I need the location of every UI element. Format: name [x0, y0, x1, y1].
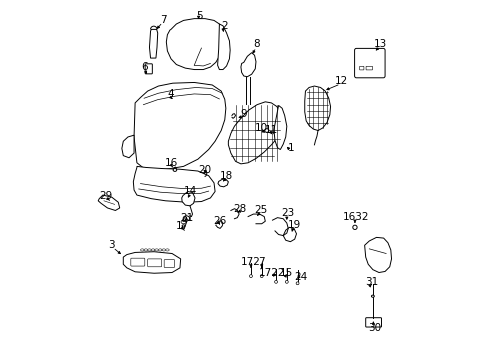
Text: 21: 21 — [180, 213, 193, 223]
Text: 24: 24 — [294, 272, 307, 282]
Text: 1632: 1632 — [342, 212, 368, 221]
Ellipse shape — [182, 225, 184, 227]
Text: 9: 9 — [240, 109, 246, 119]
Polygon shape — [149, 30, 158, 58]
Text: 28: 28 — [233, 204, 246, 214]
Ellipse shape — [144, 249, 147, 251]
Polygon shape — [241, 53, 255, 77]
Ellipse shape — [260, 275, 263, 278]
Text: 31: 31 — [365, 277, 378, 287]
Polygon shape — [283, 227, 296, 242]
Ellipse shape — [173, 168, 176, 171]
Text: 26: 26 — [212, 216, 225, 226]
Ellipse shape — [249, 275, 252, 278]
Text: 14: 14 — [183, 186, 197, 197]
Ellipse shape — [270, 131, 273, 134]
Ellipse shape — [181, 220, 185, 224]
Ellipse shape — [274, 280, 277, 283]
Polygon shape — [364, 237, 391, 273]
Ellipse shape — [158, 249, 162, 251]
Text: 3: 3 — [108, 240, 115, 250]
Ellipse shape — [155, 249, 158, 251]
FancyBboxPatch shape — [366, 66, 372, 70]
Text: 12: 12 — [334, 76, 347, 86]
Polygon shape — [134, 82, 225, 170]
FancyBboxPatch shape — [164, 260, 174, 267]
Text: 10: 10 — [255, 123, 268, 133]
Text: 19: 19 — [287, 220, 300, 230]
FancyBboxPatch shape — [131, 258, 144, 266]
Text: 17: 17 — [176, 221, 189, 231]
Text: 172: 172 — [241, 257, 261, 267]
Polygon shape — [182, 192, 195, 206]
Text: 16: 16 — [164, 158, 177, 168]
Polygon shape — [122, 135, 134, 158]
Ellipse shape — [285, 280, 287, 283]
Text: 7: 7 — [160, 15, 167, 26]
Text: 29: 29 — [99, 191, 112, 201]
Polygon shape — [218, 179, 228, 187]
Text: 1: 1 — [287, 143, 294, 153]
Polygon shape — [133, 166, 215, 202]
Text: 2: 2 — [221, 21, 227, 31]
Ellipse shape — [352, 225, 356, 229]
Text: 11: 11 — [264, 125, 278, 135]
Text: 4: 4 — [167, 89, 174, 99]
Ellipse shape — [264, 129, 268, 132]
Text: 6: 6 — [141, 62, 147, 72]
Polygon shape — [273, 105, 286, 149]
FancyBboxPatch shape — [359, 66, 363, 70]
Polygon shape — [228, 102, 282, 164]
Ellipse shape — [162, 249, 165, 251]
Text: 20: 20 — [198, 165, 211, 175]
Text: 15: 15 — [280, 268, 293, 278]
Polygon shape — [166, 19, 224, 69]
FancyBboxPatch shape — [354, 48, 384, 78]
Text: 5: 5 — [196, 11, 203, 21]
Polygon shape — [217, 24, 230, 69]
Polygon shape — [98, 195, 120, 211]
Text: 25: 25 — [253, 206, 267, 216]
Ellipse shape — [151, 249, 155, 251]
Ellipse shape — [165, 249, 169, 251]
Ellipse shape — [183, 216, 189, 221]
Text: 13: 13 — [373, 39, 386, 49]
Polygon shape — [304, 86, 330, 131]
Text: 7: 7 — [258, 257, 264, 267]
Ellipse shape — [296, 282, 298, 285]
Text: 1722: 1722 — [259, 268, 285, 278]
Text: 23: 23 — [280, 208, 294, 218]
Text: 30: 30 — [367, 323, 380, 333]
FancyBboxPatch shape — [145, 64, 152, 74]
FancyBboxPatch shape — [365, 318, 381, 327]
Ellipse shape — [147, 249, 151, 251]
Ellipse shape — [140, 249, 144, 251]
Ellipse shape — [371, 295, 373, 297]
Text: 8: 8 — [253, 40, 260, 49]
Text: 18: 18 — [220, 171, 233, 181]
Polygon shape — [123, 252, 180, 273]
FancyBboxPatch shape — [147, 259, 162, 267]
